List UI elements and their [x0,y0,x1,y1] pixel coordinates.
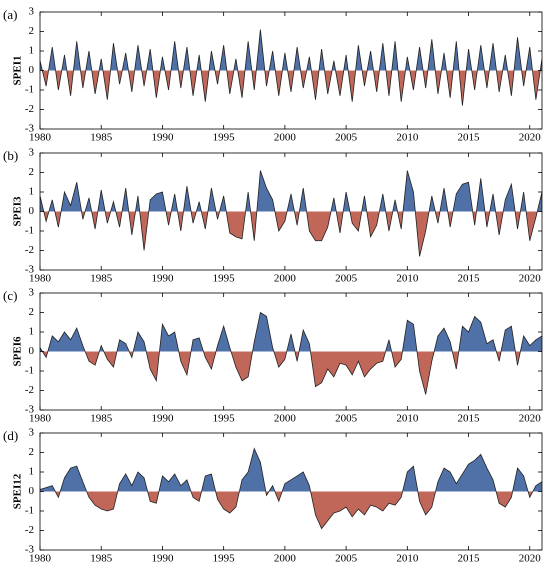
y-tick-label: 1 [29,45,35,57]
y-axis-label: SPEI6 [12,336,24,366]
y-axis-label: SPEI3 [12,196,24,226]
panel: -3 -2 -1 0 1 2 3 1980 1985 1990 1995 2000 2005 2010 20… [3,147,543,285]
panel-label: (a) [3,7,17,22]
y-tick-label: 1 [29,186,35,198]
x-tick-label: 1985 [90,273,113,285]
area-above [40,170,542,212]
area-below [40,351,542,395]
x-tick-label: 1995 [213,273,236,285]
x-tick-label: 2000 [274,413,297,425]
x-tick-label: 1995 [213,413,236,425]
x-tick-label: 1990 [151,273,174,285]
y-tick-label: 3 [29,6,35,18]
y-axis-label: SPEI1 [12,56,24,86]
y-tick-label: 2 [29,166,35,178]
panel: -3 -2 -1 0 1 2 3 1980 1985 1990 1995 2000 2005 2010 20… [3,287,543,425]
x-tick-label: 2000 [274,553,297,565]
series-line [39,29,543,106]
panel-label: (b) [3,148,18,163]
x-tick-label: 1985 [90,553,113,565]
x-tick-label: 2010 [396,553,419,565]
y-tick-label: -1 [25,84,34,96]
x-tick-label: 2015 [458,273,481,285]
area-above [40,312,542,352]
x-tick-label: 1980 [29,413,52,425]
x-tick-label: 2015 [458,132,481,144]
x-tick-label: 2010 [396,413,419,425]
y-tick-label: 3 [29,427,35,439]
area-above [40,29,542,71]
x-tick-label: 2020 [519,273,542,285]
area-below [40,491,542,529]
y-tick-label: -2 [25,524,34,536]
area-above [40,448,542,492]
panel-label: (c) [3,288,17,303]
series-line [39,311,543,395]
y-tick-label: -2 [25,103,34,115]
y-tick-label: -2 [25,384,34,396]
area-below [40,70,542,106]
y-tick-label: -1 [25,505,34,517]
x-tick-label: 2000 [274,132,297,144]
panel-label: (d) [3,428,18,443]
x-tick-label: 1995 [213,553,236,565]
x-tick-label: 2010 [396,273,419,285]
x-tick-label: 2005 [335,553,358,565]
panel: -3 -2 -1 0 1 2 3 1980 1985 1990 1995 2000 2005 2010 20… [3,6,543,144]
x-tick-label: 2020 [519,132,542,144]
y-tick-label: 0 [29,205,35,217]
y-tick-label: 1 [29,326,35,338]
y-tick-label: -3 [25,544,35,556]
y-tick-label: -1 [25,225,34,237]
y-tick-label: 2 [29,306,35,318]
y-tick-label: -3 [25,264,35,276]
y-tick-label: -3 [25,123,35,135]
y-tick-label: 2 [29,25,35,37]
x-tick-label: 1990 [151,553,174,565]
y-tick-label: 0 [29,485,35,497]
panel: -3 -2 -1 0 1 2 3 1980 1985 1990 1995 2000 2005 2010 20… [3,427,543,565]
y-tick-label: 3 [29,147,35,159]
x-tick-label: 1980 [29,132,52,144]
x-tick-label: 2015 [458,553,481,565]
x-tick-label: 2005 [335,132,358,144]
y-tick-label: 2 [29,446,35,458]
x-tick-label: 2010 [396,132,419,144]
x-tick-label: 1980 [29,273,52,285]
x-tick-label: 2005 [335,273,358,285]
x-tick-label: 1990 [151,413,174,425]
y-tick-label: 3 [29,287,35,299]
x-tick-label: 2020 [519,413,542,425]
x-tick-label: 1990 [151,132,174,144]
y-tick-label: -2 [25,244,34,256]
x-tick-label: 1985 [90,413,113,425]
x-tick-label: 2005 [335,413,358,425]
series-line [39,170,543,257]
y-axis-label: SPEI12 [12,473,24,509]
y-tick-label: 0 [29,345,35,357]
x-tick-label: 2020 [519,553,542,565]
y-tick-label: 0 [29,64,35,76]
y-tick-label: 1 [29,466,35,478]
x-tick-label: 2000 [274,273,297,285]
x-tick-label: 1995 [213,132,236,144]
x-tick-label: 1980 [29,553,52,565]
series-line [39,447,543,530]
y-tick-label: -3 [25,404,35,416]
x-tick-label: 1985 [90,132,113,144]
y-tick-label: -1 [25,365,34,377]
x-tick-label: 2015 [458,413,481,425]
